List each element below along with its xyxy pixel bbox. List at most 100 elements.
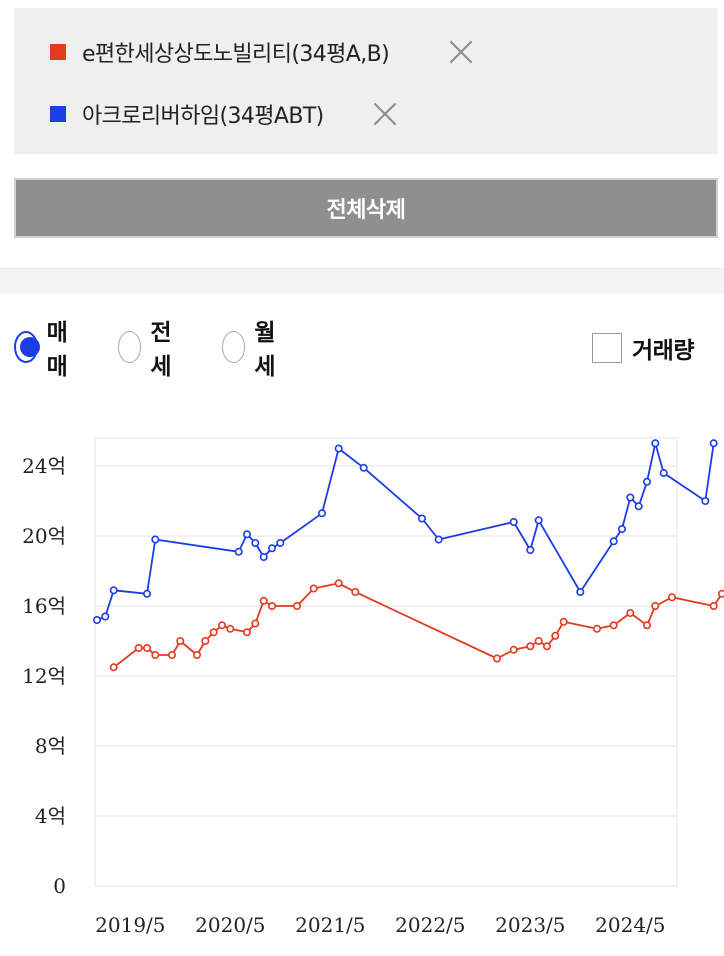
data-point bbox=[559, 617, 568, 626]
data-point bbox=[642, 477, 651, 486]
compare-item-name: 아크로리버하임(34평ABT) bbox=[82, 104, 324, 129]
series-color-swatch bbox=[50, 106, 66, 122]
data-point bbox=[718, 589, 724, 598]
series-line bbox=[113, 582, 723, 669]
data-point bbox=[109, 586, 118, 595]
data-point bbox=[193, 650, 202, 659]
data-point bbox=[651, 439, 660, 448]
data-point bbox=[509, 518, 518, 527]
data-point bbox=[709, 439, 718, 448]
radio-monthly-rent[interactable]: 월세 bbox=[222, 320, 284, 380]
data-point bbox=[551, 631, 560, 640]
radio-label: 매매 bbox=[46, 320, 68, 380]
y-tick-label: 12억 bbox=[22, 664, 66, 688]
data-point bbox=[509, 645, 518, 654]
data-point bbox=[151, 535, 160, 544]
data-point bbox=[534, 516, 543, 525]
data-point bbox=[243, 628, 252, 637]
data-point bbox=[168, 650, 177, 659]
checkbox-label: 거래량 bbox=[632, 338, 694, 364]
data-point bbox=[626, 609, 635, 618]
radio-circle-icon bbox=[14, 331, 40, 363]
data-point bbox=[209, 628, 218, 637]
data-point bbox=[226, 624, 235, 633]
data-point bbox=[259, 596, 268, 605]
delete-all-button[interactable]: 전체삭제 bbox=[14, 178, 718, 238]
y-tick-label: 0 bbox=[53, 874, 66, 898]
data-point bbox=[309, 584, 318, 593]
data-point bbox=[417, 514, 426, 523]
data-point bbox=[334, 579, 343, 588]
price-chart: 0 4억 8억 12억 16억 20억 24억 2019/5 2020/5 2021/5 2022/… bbox=[22, 437, 724, 937]
data-point bbox=[234, 547, 243, 556]
y-tick-label: 20억 bbox=[22, 524, 66, 548]
section-divider bbox=[0, 268, 724, 294]
y-tick-label: 16억 bbox=[22, 594, 66, 618]
data-point bbox=[317, 509, 326, 518]
data-point bbox=[542, 642, 551, 651]
data-point bbox=[134, 643, 143, 652]
data-point bbox=[626, 493, 635, 502]
data-point bbox=[576, 588, 585, 597]
data-point bbox=[151, 650, 160, 659]
close-icon[interactable] bbox=[448, 39, 474, 65]
data-point bbox=[276, 539, 285, 548]
data-point bbox=[267, 602, 276, 611]
data-point bbox=[143, 589, 152, 598]
y-tick-label: 8억 bbox=[35, 734, 66, 758]
x-tick-label: 2023/5 bbox=[495, 913, 565, 937]
data-point bbox=[526, 546, 535, 555]
data-point bbox=[243, 530, 252, 539]
data-point bbox=[359, 463, 368, 472]
data-point bbox=[592, 624, 601, 633]
x-tick-label: 2024/5 bbox=[595, 913, 665, 937]
data-point bbox=[701, 497, 710, 506]
close-icon[interactable] bbox=[372, 101, 398, 127]
data-point bbox=[617, 525, 626, 534]
radio-label: 월세 bbox=[254, 320, 275, 380]
data-point bbox=[176, 636, 185, 645]
radio-circle-icon bbox=[118, 331, 142, 363]
x-tick-label: 2020/5 bbox=[195, 913, 265, 937]
data-point bbox=[659, 469, 668, 478]
data-point bbox=[259, 553, 268, 562]
data-point bbox=[634, 502, 643, 511]
x-tick-label: 2019/5 bbox=[95, 913, 165, 937]
data-point bbox=[334, 444, 343, 453]
trade-volume-checkbox[interactable]: 거래량 bbox=[592, 332, 694, 364]
data-point bbox=[143, 643, 152, 652]
data-point bbox=[109, 663, 118, 672]
radio-sale[interactable]: 매매 bbox=[14, 320, 76, 380]
y-tick-label: 4억 bbox=[35, 804, 66, 828]
series-color-swatch bbox=[50, 44, 66, 60]
data-point bbox=[534, 636, 543, 645]
compare-item-name: e편한세상상도노빌리티(34평A,B) bbox=[82, 42, 390, 67]
data-point bbox=[642, 621, 651, 630]
data-point bbox=[251, 539, 260, 548]
data-point bbox=[492, 654, 501, 663]
compare-list-panel: e편한세상상도노빌리티(34평A,B) 아크로리버하임(34평ABT) bbox=[14, 8, 718, 154]
radio-label: 전세 bbox=[150, 320, 171, 380]
data-point bbox=[267, 544, 276, 553]
plot-frame bbox=[94, 437, 678, 887]
data-point bbox=[651, 602, 660, 611]
data-point bbox=[434, 535, 443, 544]
data-point bbox=[667, 593, 676, 602]
y-tick-label: 24억 bbox=[22, 454, 66, 478]
data-point bbox=[251, 619, 260, 628]
data-point bbox=[709, 602, 718, 611]
radio-circle-icon bbox=[222, 331, 246, 363]
data-point bbox=[351, 588, 360, 597]
checkbox-icon bbox=[592, 333, 622, 363]
x-tick-label: 2021/5 bbox=[295, 913, 365, 937]
data-point bbox=[609, 621, 618, 630]
data-point bbox=[201, 636, 210, 645]
data-point bbox=[101, 612, 110, 621]
data-point bbox=[526, 642, 535, 651]
data-point bbox=[609, 537, 618, 546]
data-point bbox=[93, 616, 102, 625]
data-point bbox=[292, 602, 301, 611]
data-point bbox=[218, 621, 227, 630]
radio-jeonse[interactable]: 전세 bbox=[118, 320, 180, 380]
x-tick-label: 2022/5 bbox=[395, 913, 465, 937]
